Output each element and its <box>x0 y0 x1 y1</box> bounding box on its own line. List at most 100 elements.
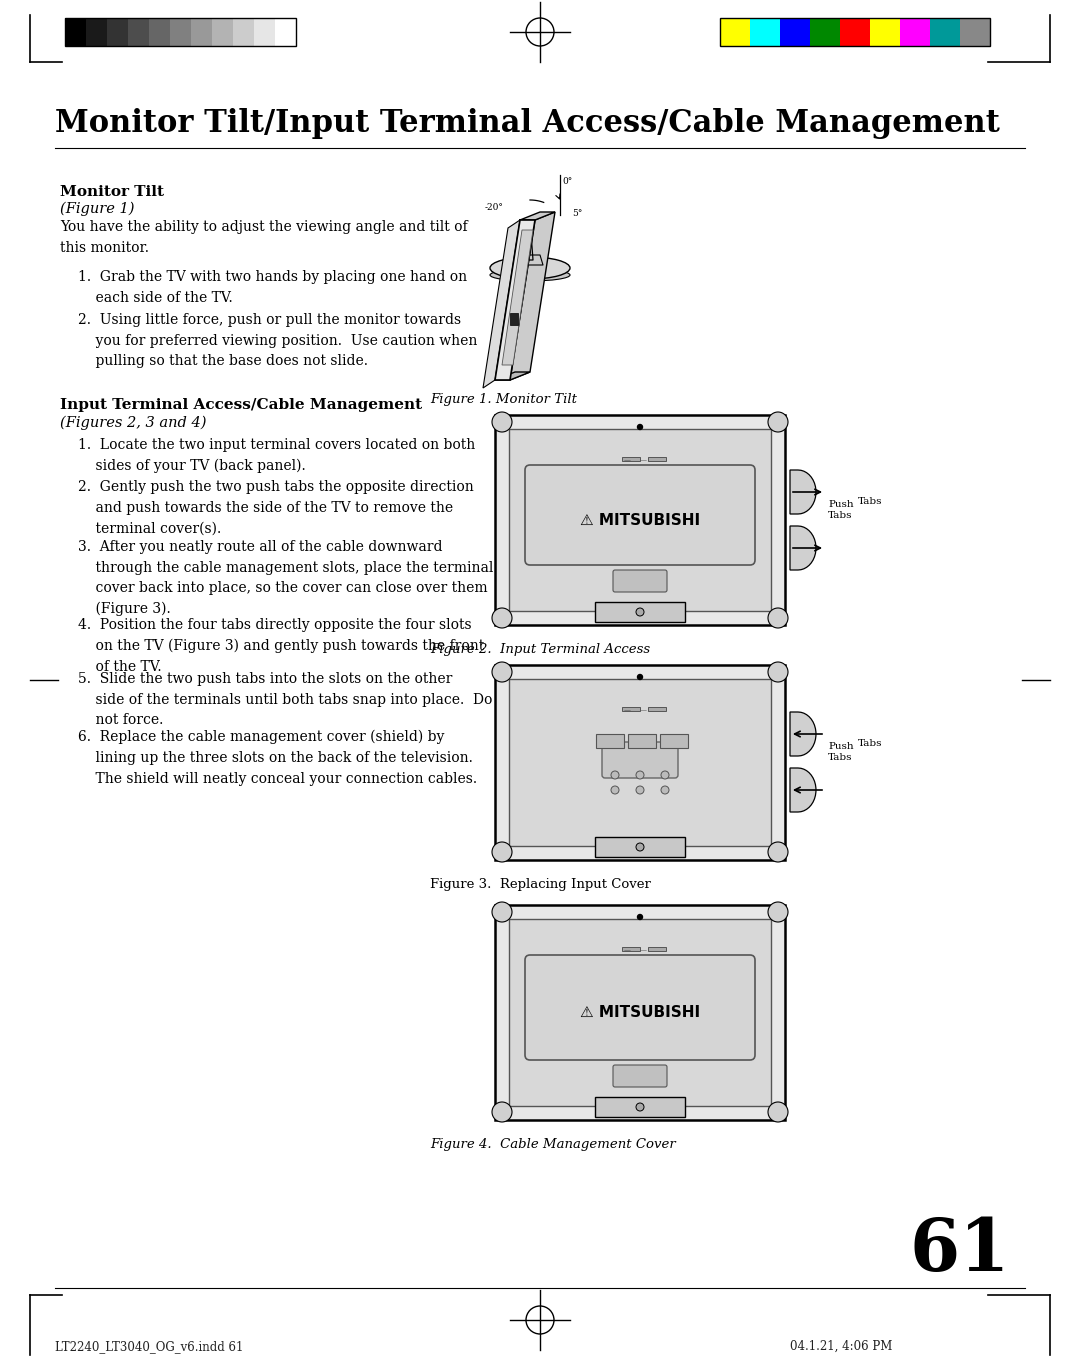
Text: Push
Tabs: Push Tabs <box>828 741 853 762</box>
Text: 1.  Locate the two input terminal covers located on both
    sides of your TV (b: 1. Locate the two input terminal covers … <box>78 438 475 473</box>
Bar <box>622 707 640 711</box>
Polygon shape <box>789 526 815 570</box>
Circle shape <box>492 902 512 921</box>
Bar <box>212 18 233 46</box>
Text: 61: 61 <box>909 1214 1010 1287</box>
Text: (Figure 1): (Figure 1) <box>60 202 135 217</box>
Text: Monitor Tilt/Input Terminal Access/Cable Management: Monitor Tilt/Input Terminal Access/Cable… <box>55 108 1000 139</box>
Polygon shape <box>519 219 534 260</box>
Text: (Figures 2, 3 and 4): (Figures 2, 3 and 4) <box>60 416 206 431</box>
Circle shape <box>492 412 512 432</box>
Bar <box>720 18 750 46</box>
Bar <box>840 18 870 46</box>
Bar <box>254 18 275 46</box>
Bar <box>149 18 170 46</box>
Bar <box>627 735 656 748</box>
Text: 3.  After you neatly route all of the cable downward
    through the cable manag: 3. After you neatly route all of the cab… <box>78 540 494 616</box>
Polygon shape <box>495 219 535 380</box>
Bar <box>86 18 107 46</box>
Text: Monitor Tilt: Monitor Tilt <box>60 185 164 199</box>
Bar <box>960 18 990 46</box>
Circle shape <box>768 1103 788 1122</box>
Bar <box>622 947 640 951</box>
Bar <box>170 18 191 46</box>
Bar <box>495 665 785 860</box>
Bar <box>648 457 666 461</box>
Circle shape <box>637 915 643 920</box>
Bar <box>595 837 685 857</box>
Text: Figure 1. Monitor Tilt: Figure 1. Monitor Tilt <box>430 393 577 406</box>
Bar <box>65 18 296 46</box>
Bar <box>495 414 785 626</box>
Text: Push
Tabs: Push Tabs <box>828 500 853 521</box>
Text: 04.1.21, 4:06 PM: 04.1.21, 4:06 PM <box>789 1340 892 1353</box>
Polygon shape <box>495 372 530 380</box>
Bar <box>275 18 296 46</box>
Polygon shape <box>519 213 555 219</box>
FancyBboxPatch shape <box>613 570 667 592</box>
Bar <box>720 18 990 46</box>
Polygon shape <box>483 219 519 388</box>
Polygon shape <box>510 213 555 380</box>
Circle shape <box>661 771 669 780</box>
Bar <box>660 735 688 748</box>
Text: Input Terminal Access/Cable Management: Input Terminal Access/Cable Management <box>60 398 422 412</box>
Text: Figure 3.  Replacing Input Cover: Figure 3. Replacing Input Cover <box>430 878 651 891</box>
Circle shape <box>768 608 788 628</box>
Circle shape <box>492 608 512 628</box>
Bar <box>595 1097 685 1118</box>
Circle shape <box>611 771 619 780</box>
Circle shape <box>661 786 669 795</box>
Ellipse shape <box>490 269 570 281</box>
Text: 2.  Using little force, push or pull the monitor towards
    you for preferred v: 2. Using little force, push or pull the … <box>78 313 477 368</box>
Circle shape <box>637 675 643 680</box>
Bar <box>509 919 771 1105</box>
Bar <box>509 429 771 611</box>
Text: ⚠ MITSUBISHI: ⚠ MITSUBISHI <box>580 1005 700 1020</box>
Bar <box>596 735 624 748</box>
Text: Figure 4.  Cable Management Cover: Figure 4. Cable Management Cover <box>430 1138 676 1150</box>
Bar <box>233 18 254 46</box>
Polygon shape <box>502 230 534 365</box>
Text: 5.  Slide the two push tabs into the slots on the other
    side of the terminal: 5. Slide the two push tabs into the slot… <box>78 672 492 728</box>
Text: 1.  Grab the TV with two hands by placing one hand on
    each side of the TV.: 1. Grab the TV with two hands by placing… <box>78 270 468 304</box>
Ellipse shape <box>490 258 570 279</box>
FancyBboxPatch shape <box>602 741 678 778</box>
Bar <box>129 18 149 46</box>
Circle shape <box>768 842 788 861</box>
Circle shape <box>768 662 788 682</box>
Bar <box>750 18 780 46</box>
Text: 4.  Position the four tabs directly opposite the four slots
    on the TV (Figur: 4. Position the four tabs directly oppos… <box>78 617 484 673</box>
Text: -20°: -20° <box>485 203 504 211</box>
Text: Tabs: Tabs <box>858 740 882 748</box>
Text: 0°: 0° <box>562 177 572 185</box>
Bar <box>780 18 810 46</box>
Bar <box>509 679 771 846</box>
Polygon shape <box>525 255 543 264</box>
Polygon shape <box>789 470 815 514</box>
Text: —    —: — — <box>624 707 647 713</box>
Bar <box>810 18 840 46</box>
Circle shape <box>611 786 619 795</box>
Bar <box>65 18 86 46</box>
Text: LT2240_LT3040_OG_v6.indd 61: LT2240_LT3040_OG_v6.indd 61 <box>55 1340 243 1353</box>
Bar <box>510 313 518 324</box>
Bar <box>930 18 960 46</box>
Circle shape <box>492 1103 512 1122</box>
Circle shape <box>492 842 512 861</box>
Text: 2.  Gently push the two push tabs the opposite direction
    and push towards th: 2. Gently push the two push tabs the opp… <box>78 480 474 536</box>
Bar <box>622 457 640 461</box>
Text: Figure 2.  Input Terminal Access: Figure 2. Input Terminal Access <box>430 643 650 656</box>
Circle shape <box>768 902 788 921</box>
Text: ⚠ MITSUBISHI: ⚠ MITSUBISHI <box>580 512 700 527</box>
Bar <box>595 602 685 622</box>
Polygon shape <box>789 711 815 756</box>
Circle shape <box>636 786 644 795</box>
Bar <box>870 18 900 46</box>
Circle shape <box>636 1103 644 1111</box>
Circle shape <box>492 662 512 682</box>
Bar <box>107 18 129 46</box>
Bar <box>191 18 212 46</box>
Bar <box>495 905 785 1120</box>
Bar <box>648 947 666 951</box>
